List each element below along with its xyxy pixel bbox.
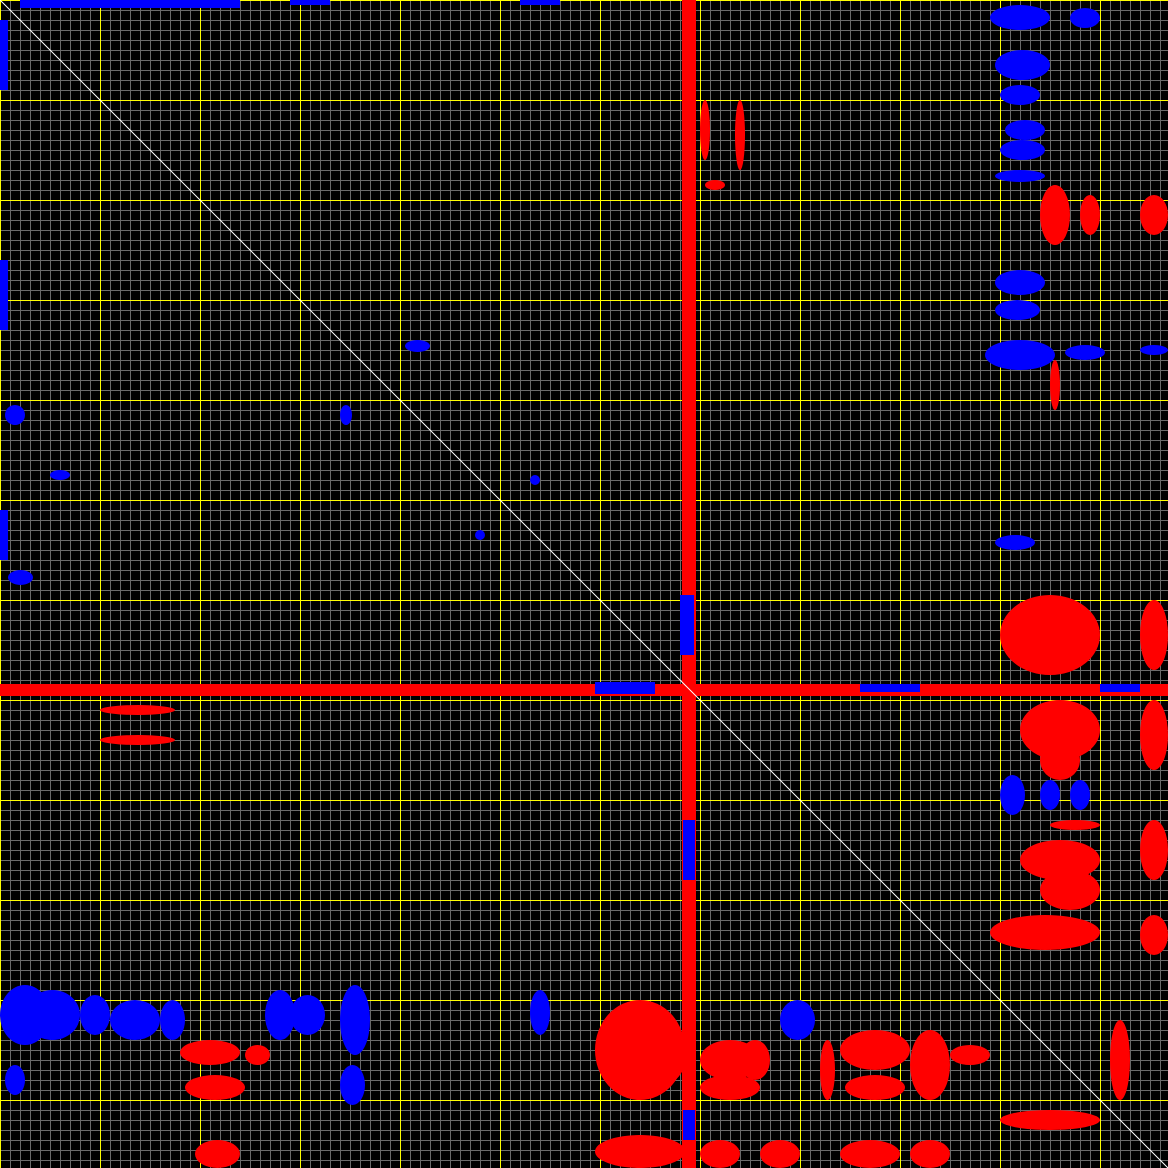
positive-signal-blob bbox=[180, 1040, 240, 1065]
negative-signal-blob bbox=[1000, 775, 1025, 815]
negative-signal-band bbox=[680, 595, 694, 655]
negative-signal-blob bbox=[1140, 345, 1168, 355]
positive-signal-blob bbox=[595, 1135, 685, 1168]
negative-signal-band bbox=[20, 0, 240, 8]
positive-signal-blob bbox=[705, 180, 725, 190]
positive-signal-blob bbox=[840, 1030, 910, 1070]
positive-signal-blob bbox=[910, 1030, 950, 1100]
negative-signal-blob bbox=[985, 340, 1055, 370]
negative-signal-band bbox=[0, 20, 8, 90]
negative-signal-blob bbox=[5, 1065, 25, 1095]
negative-signal-blob bbox=[1000, 85, 1040, 105]
negative-signal-band bbox=[0, 510, 8, 560]
positive-signal-blob bbox=[1080, 195, 1100, 235]
negative-signal-blob bbox=[995, 170, 1045, 182]
positive-signal-blob bbox=[1040, 870, 1100, 910]
positive-signal-blob bbox=[820, 1040, 835, 1100]
positive-signal-blob bbox=[840, 1140, 900, 1168]
negative-signal-blob bbox=[80, 995, 110, 1035]
negative-signal-band bbox=[683, 820, 695, 880]
negative-signal-blob bbox=[1040, 780, 1060, 810]
positive-signal-blob bbox=[1050, 360, 1060, 410]
positive-signal-blob bbox=[610, 1030, 685, 1090]
positive-signal-blob bbox=[1000, 1110, 1100, 1130]
negative-signal-band bbox=[860, 684, 920, 692]
positive-signal-blob bbox=[700, 1075, 760, 1100]
positive-signal-band bbox=[0, 684, 1168, 696]
negative-signal-blob bbox=[475, 530, 485, 540]
negative-signal-blob bbox=[995, 50, 1050, 80]
positive-signal-blob bbox=[185, 1075, 245, 1100]
positive-signal-blob bbox=[1140, 600, 1168, 670]
negative-signal-band bbox=[683, 1110, 695, 1140]
negative-signal-blob bbox=[160, 1000, 185, 1040]
positive-signal-blob bbox=[1000, 595, 1100, 675]
negative-signal-blob bbox=[50, 470, 70, 480]
positive-signal-blob bbox=[700, 1140, 740, 1168]
negative-signal-blob bbox=[990, 5, 1050, 30]
negative-signal-blob bbox=[265, 990, 295, 1040]
negative-signal-blob bbox=[1070, 780, 1090, 810]
negative-signal-blob bbox=[5, 405, 25, 425]
positive-signal-blob bbox=[990, 915, 1100, 950]
negative-signal-blob bbox=[340, 1065, 365, 1105]
positive-signal-blob bbox=[760, 1140, 800, 1168]
positive-signal-blob bbox=[195, 1140, 240, 1168]
positive-signal-band bbox=[682, 0, 696, 1168]
positive-signal-blob bbox=[1140, 195, 1168, 235]
negative-signal-band bbox=[1100, 684, 1140, 692]
positive-signal-blob bbox=[845, 1075, 905, 1100]
positive-signal-blob bbox=[910, 1140, 950, 1168]
positive-signal-blob bbox=[700, 100, 710, 160]
negative-signal-blob bbox=[340, 985, 370, 1055]
positive-signal-blob bbox=[100, 735, 175, 745]
positive-signal-blob bbox=[1140, 820, 1168, 880]
negative-signal-blob bbox=[995, 535, 1035, 550]
negative-signal-blob bbox=[995, 270, 1045, 295]
negative-signal-blob bbox=[25, 990, 80, 1040]
negative-signal-blob bbox=[8, 570, 33, 585]
negative-signal-blob bbox=[1000, 140, 1045, 160]
positive-signal-blob bbox=[245, 1045, 270, 1065]
positive-signal-blob bbox=[1040, 185, 1070, 245]
negative-signal-band bbox=[0, 260, 8, 330]
negative-signal-blob bbox=[1070, 8, 1100, 28]
positive-signal-blob bbox=[1020, 700, 1100, 760]
positive-signal-blob bbox=[740, 1040, 770, 1080]
negative-signal-blob bbox=[1005, 120, 1045, 140]
negative-signal-blob bbox=[995, 300, 1040, 320]
negative-signal-blob bbox=[530, 475, 540, 485]
positive-signal-blob bbox=[735, 100, 745, 170]
positive-signal-blob bbox=[1140, 700, 1168, 770]
negative-signal-blob bbox=[110, 1000, 160, 1040]
negative-signal-blob bbox=[290, 995, 325, 1035]
negative-signal-blob bbox=[340, 405, 352, 425]
negative-signal-blob bbox=[530, 990, 550, 1035]
positive-signal-blob bbox=[1020, 840, 1100, 880]
positive-signal-blob bbox=[950, 1045, 990, 1065]
positive-signal-blob bbox=[1050, 820, 1100, 830]
negative-signal-blob bbox=[1065, 345, 1105, 360]
negative-signal-blob bbox=[780, 1000, 815, 1040]
positive-signal-blob bbox=[100, 705, 175, 715]
negative-signal-blob bbox=[405, 340, 430, 352]
positive-signal-blob bbox=[1140, 915, 1168, 955]
negative-signal-band bbox=[290, 0, 330, 5]
positive-signal-blob bbox=[1040, 740, 1080, 780]
negative-signal-band bbox=[595, 682, 655, 694]
positive-signal-blob bbox=[1110, 1020, 1130, 1100]
negative-signal-band bbox=[520, 0, 560, 5]
